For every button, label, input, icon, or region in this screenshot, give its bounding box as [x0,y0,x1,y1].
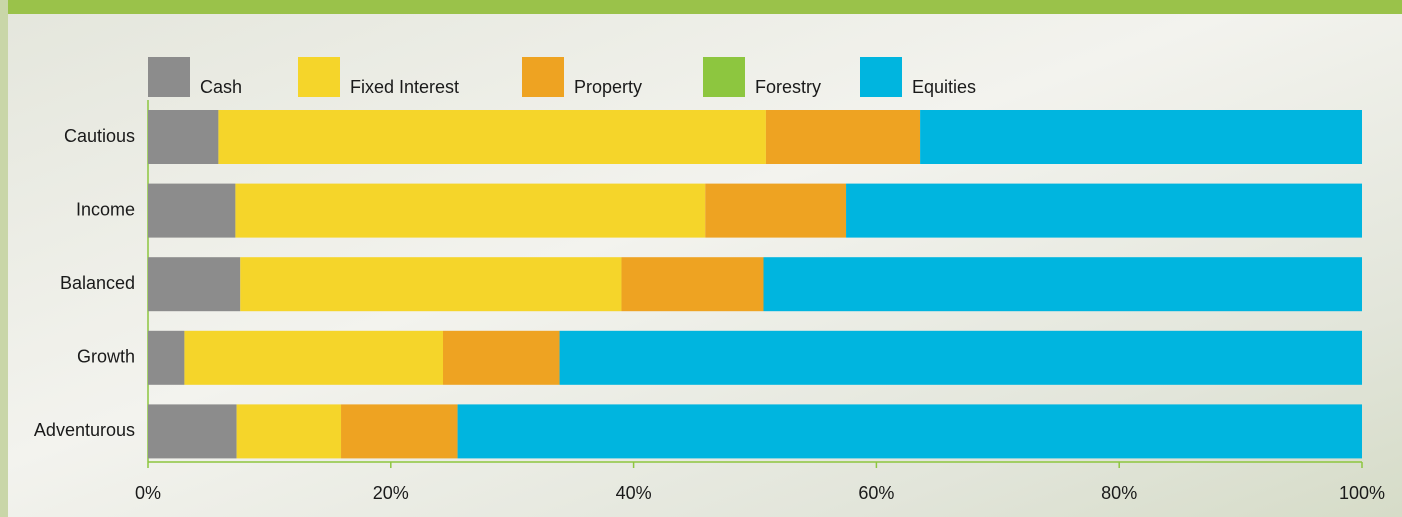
chart: 0% 20% 40% 60% 80% 100% Cash Fixed Interest Prop… [0,0,1402,517]
bar-segment [458,404,1362,458]
bar-segment [218,110,766,164]
bar-segment [148,331,184,385]
bar-segment [846,184,1362,238]
legend-swatch [703,57,745,97]
legend-swatch [298,57,340,97]
legend-label: Equities [912,77,976,97]
bar-segment [240,257,621,311]
legend-swatch [148,57,190,97]
bar-segment [560,331,1362,385]
x-tick-label: 80% [1101,483,1137,503]
bar-segment [766,110,920,164]
bar-segment [920,110,1362,164]
y-tick-label: Balanced [60,273,135,293]
legend-swatch [860,57,902,97]
top-band [0,0,1402,14]
bar-segment [148,404,237,458]
x-tick-label: 100% [1339,483,1385,503]
y-tick-label: Growth [77,347,135,367]
bar-segment [341,404,458,458]
y-tick-label: Income [76,199,135,219]
legend-label: Property [574,77,642,97]
bar-segment [237,404,341,458]
bar-segment [148,184,235,238]
y-tick-label: Adventurous [34,420,135,440]
bar-segment [148,110,218,164]
x-tick-label: 20% [373,483,409,503]
bar-segment [443,331,560,385]
y-tick-label: Cautious [64,126,135,146]
bar-segment [184,331,443,385]
x-tick-label: 40% [616,483,652,503]
legend-label: Fixed Interest [350,77,459,97]
bar-segment [763,257,1362,311]
x-tick-label: 0% [135,483,161,503]
bar-segment [235,184,705,238]
legend-swatch [522,57,564,97]
bar-segment [148,257,240,311]
bar-segment [705,184,846,238]
legend-label: Forestry [755,77,821,97]
bar-segment [621,257,763,311]
legend-label: Cash [200,77,242,97]
left-band [0,0,8,517]
x-tick-label: 60% [858,483,894,503]
